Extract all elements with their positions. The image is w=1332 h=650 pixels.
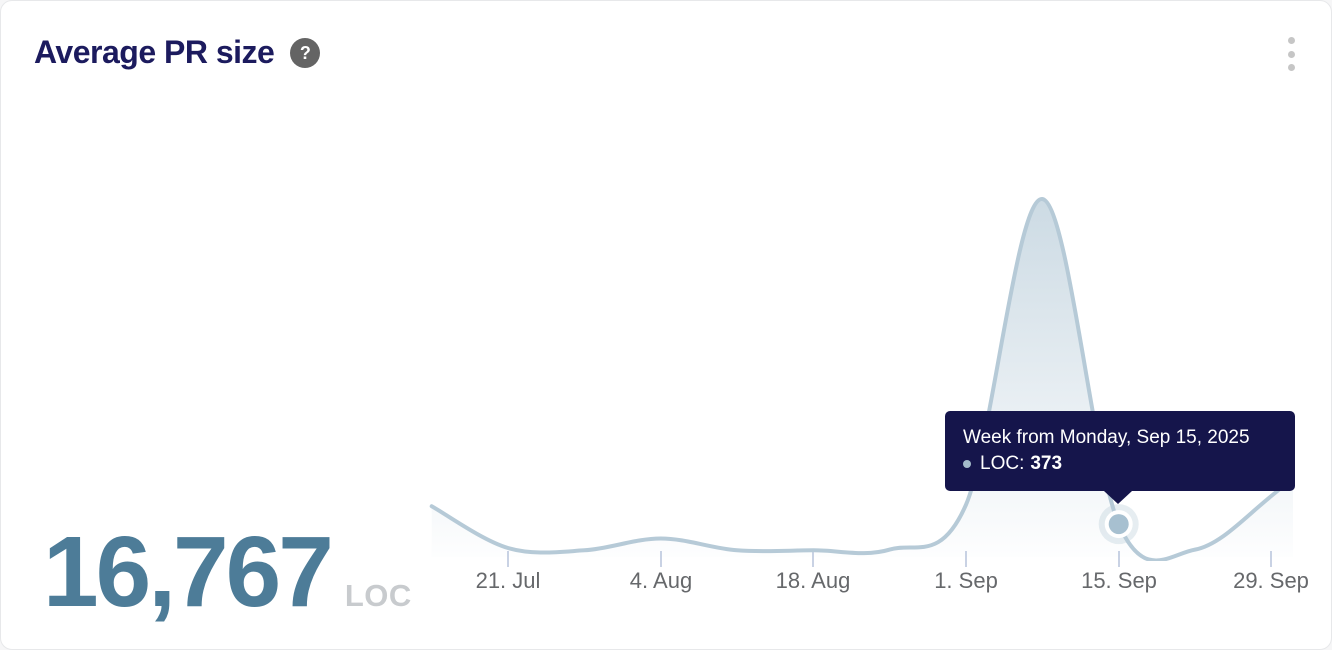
- series-line: [429, 197, 1293, 561]
- tooltip-series-row: LOC: 373: [963, 451, 1277, 477]
- metric-unit: LOC: [344, 578, 412, 613]
- kebab-dot: [1287, 50, 1295, 58]
- card-title: Average PR size: [34, 34, 275, 70]
- metric-value: 16,767: [43, 516, 334, 628]
- highlighted-point-marker[interactable]: [1098, 504, 1139, 545]
- metric-readout: 16,767 LOC: [43, 522, 412, 622]
- kebab-dot: [1287, 64, 1295, 71]
- x-axis-label: 15. Sep: [1081, 568, 1157, 593]
- x-axis-label: 4. Aug: [629, 568, 693, 593]
- tooltip-series-label: LOC:: [980, 453, 1025, 474]
- marker-dot: [1108, 514, 1129, 535]
- help-icon[interactable]: ?: [290, 37, 321, 68]
- question-mark-glyph: ?: [299, 42, 311, 63]
- kebab-dot: [1287, 37, 1295, 44]
- series-bullet-icon: [963, 460, 971, 468]
- x-axis-label: 1. Sep: [934, 568, 998, 593]
- kebab-menu-button[interactable]: [1277, 37, 1305, 71]
- card-header: Average PR size ?: [34, 34, 321, 71]
- x-axis-label: 21. Jul: [475, 568, 541, 593]
- tooltip-title: Week from Monday, Sep 15, 2025: [963, 427, 1250, 448]
- x-axis-label: 18. Aug: [775, 568, 851, 593]
- tooltip-series-value: 373: [1030, 453, 1063, 474]
- chart-tooltip: Week from Monday, Sep 15, 2025 LOC: 373: [945, 411, 1295, 504]
- x-axis-label: 29. Sep: [1233, 568, 1309, 593]
- area-fill: [431, 198, 1293, 561]
